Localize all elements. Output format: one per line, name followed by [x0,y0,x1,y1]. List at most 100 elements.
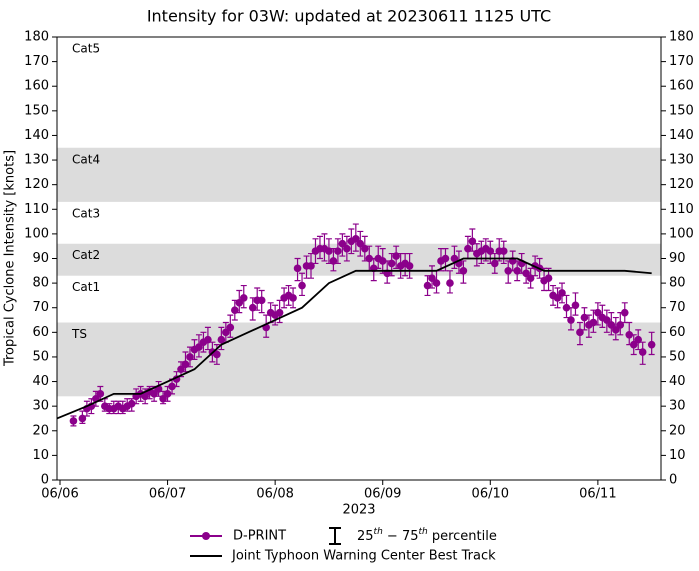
category-label: TS [71,327,87,341]
data-point [163,390,172,398]
category-label: Cat2 [72,248,100,262]
data-point [638,348,647,356]
data-point [513,267,521,275]
data-point [168,382,176,391]
legend: D-PRINT Joint Typhoon Warning Center Bes… [190,527,497,564]
category-label: Cat4 [72,152,100,166]
data-point [558,289,566,297]
y2-tick-label: 50 [669,349,686,364]
data-point [186,353,194,361]
data-point [392,252,400,260]
data-point [289,294,297,302]
y2-tick-label: 100 [669,226,694,241]
data-point [159,394,167,403]
y-tick-label: 40 [32,374,49,389]
data-point [334,247,342,255]
data-point [432,279,441,287]
x-tick-label: 06/09 [364,487,401,502]
category-label: Cat5 [72,42,100,56]
y-tick-label: 90 [32,251,49,266]
data-point [78,414,87,423]
x-tick-label: 06/11 [579,487,616,502]
legend-label: Joint Typhoon Warning Center Best Track [231,549,496,564]
data-point [468,237,477,246]
y-tick-label: 180 [24,30,49,45]
data-point [69,417,78,425]
y2-tick-label: 20 [669,423,686,438]
y-tick-label: 120 [24,177,49,192]
y2-tick-label: 0 [669,473,677,488]
x-tick-label: 06/10 [472,487,509,502]
y-tick-label: 60 [32,325,49,340]
data-point [356,239,365,248]
y2-tick-label: 130 [669,153,694,168]
plot-area: TS Cat1 Cat2 Cat3 Cat4 Cat5 [52,36,666,485]
y2-tick-label: 80 [669,276,686,291]
data-point [634,335,643,344]
data-point [625,330,634,339]
plot-frame [56,36,662,481]
data-point [459,267,468,275]
data-point [405,262,414,270]
data-point [580,313,589,322]
data-point [181,360,190,369]
y2-tick-label: 10 [669,448,686,463]
data-point [307,262,315,270]
y2-tick-label: 150 [669,103,694,118]
category-label: Cat1 [72,280,100,294]
data-point [450,254,459,263]
data-point [177,365,185,374]
best-track-line [56,257,652,420]
data-point [464,244,472,253]
y2-tick-label: 160 [669,79,694,94]
data-point [647,340,656,349]
intensity-band [57,322,661,397]
legend-sup: th [374,527,384,537]
y-tick-label: 100 [24,226,49,241]
x-tick-label: 06/08 [256,487,293,502]
data-point [504,267,513,275]
legend-label: 25th − 75th percentile [357,527,497,544]
legend-swatch [202,532,210,540]
data-point [423,281,432,290]
y-tick-label: 50 [32,349,49,364]
data-point [490,259,499,268]
data-point [213,350,221,359]
data-point [378,257,387,265]
data-point [499,247,508,255]
y-tick-label: 170 [24,54,49,69]
y-tick-label: 80 [32,276,49,291]
data-point [562,303,571,312]
x-tick-label: 06/06 [41,487,78,502]
data-point [607,321,616,329]
data-point [616,321,625,329]
intensity-band [57,147,661,202]
data-point [325,247,333,255]
data-point [96,390,105,398]
y-tick-label: 110 [24,202,49,217]
data-point [127,399,136,408]
data-point [239,294,248,302]
data-point [298,281,306,290]
data-point [338,239,347,248]
data-point [567,316,575,324]
data-point [141,392,149,401]
data-point [329,257,338,265]
data-point [275,308,284,317]
data-point [343,244,351,253]
y2-tick-label: 70 [669,300,686,315]
data-point [235,299,244,307]
y2-tick-label: 60 [669,325,686,340]
legend-label: D-PRINT [233,529,286,544]
legend-text: − 75 [383,529,419,544]
y2-tick-label: 180 [669,30,694,45]
y2-tick-label: 110 [669,202,694,217]
y2-tick-label: 90 [669,251,686,266]
y2-tick-label: 30 [669,399,686,414]
data-point [571,301,580,310]
y-axis-label: Tropical Cyclone Intensity [knots] [3,150,18,367]
data-point [620,308,629,317]
y-tick-label: 130 [24,153,49,168]
y-tick-label: 0 [41,473,49,488]
